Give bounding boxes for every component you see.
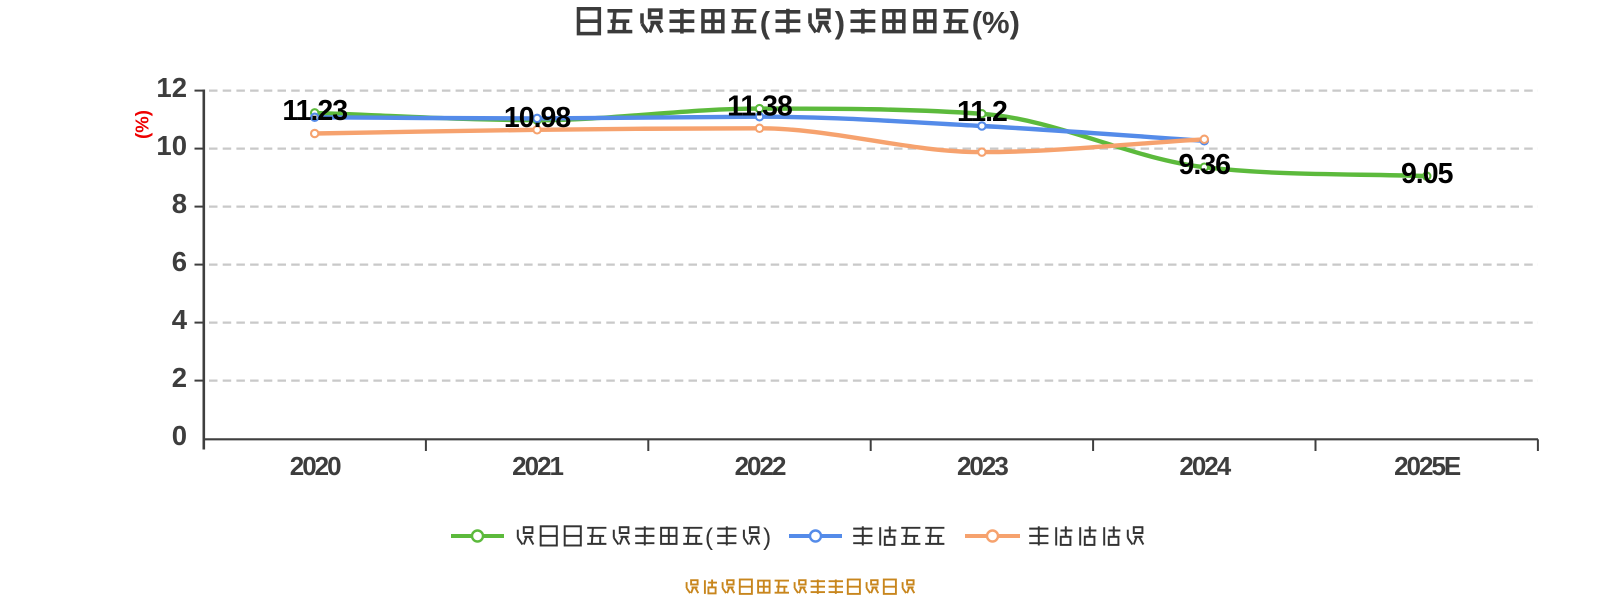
svg-text:8: 8 bbox=[172, 188, 187, 219]
svg-text:2022: 2022 bbox=[735, 451, 786, 481]
svg-text:2023: 2023 bbox=[957, 451, 1008, 481]
svg-text:10.98: 10.98 bbox=[504, 102, 570, 134]
svg-text:11.23: 11.23 bbox=[282, 95, 347, 127]
svg-text:2021: 2021 bbox=[512, 451, 563, 481]
svg-text:4: 4 bbox=[172, 304, 188, 335]
svg-text:(%): (%) bbox=[132, 110, 153, 139]
svg-text:12: 12 bbox=[156, 72, 187, 103]
svg-text:10: 10 bbox=[156, 130, 187, 161]
svg-text:11.38: 11.38 bbox=[727, 91, 792, 123]
svg-text:11.2: 11.2 bbox=[957, 96, 1007, 128]
svg-text:2: 2 bbox=[172, 362, 187, 393]
svg-text:9.36: 9.36 bbox=[1179, 149, 1231, 181]
svg-text:(: ( bbox=[760, 5, 771, 40]
svg-text:2020: 2020 bbox=[290, 451, 341, 481]
svg-text:9.05: 9.05 bbox=[1401, 158, 1454, 190]
svg-text:): ) bbox=[835, 5, 845, 40]
svg-text:6: 6 bbox=[172, 246, 187, 277]
svg-text:): ) bbox=[763, 524, 771, 551]
svg-text:0: 0 bbox=[172, 420, 187, 451]
svg-text:(%): (%) bbox=[972, 5, 1020, 40]
svg-text:2025E: 2025E bbox=[1394, 451, 1461, 481]
svg-text:2024: 2024 bbox=[1179, 451, 1231, 481]
svg-text:(: ( bbox=[705, 524, 713, 551]
